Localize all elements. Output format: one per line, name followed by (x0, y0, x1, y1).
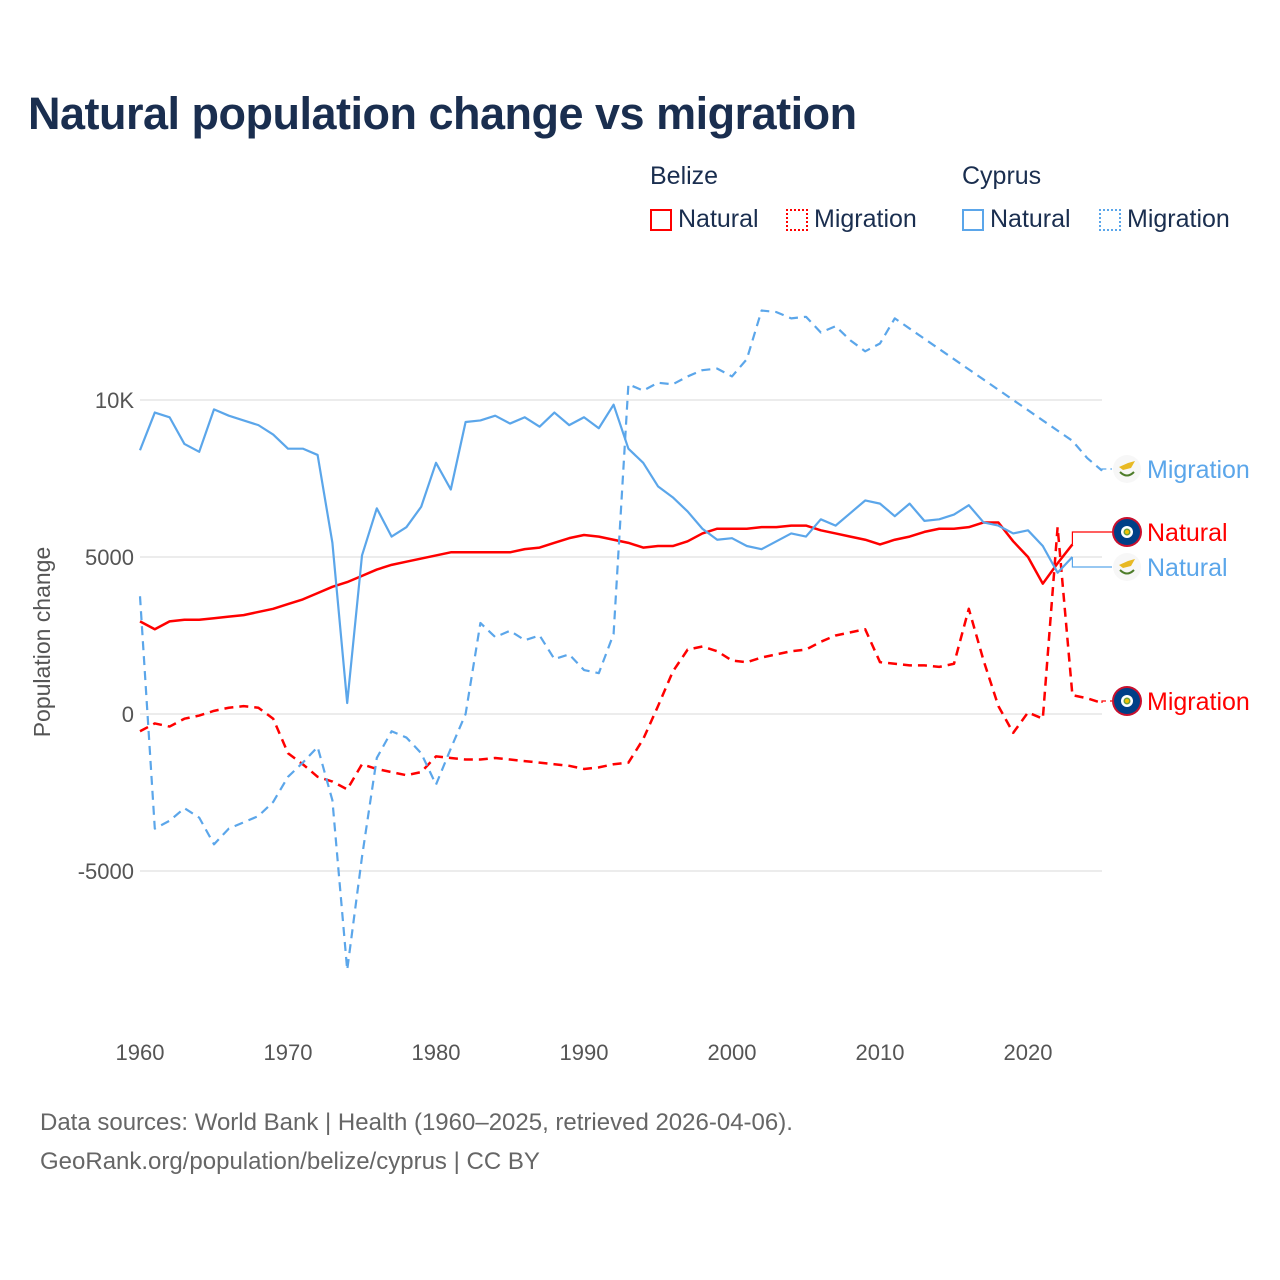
chart-title: Natural population change vs migration (28, 88, 857, 139)
legend-swatch-solid-blue (962, 208, 984, 231)
x-tick-label: 1960 (116, 1040, 165, 1065)
cyprus-flag-icon (1113, 455, 1141, 483)
y-axis-label: Population change (29, 547, 55, 738)
end-label: Natural (1147, 519, 1228, 547)
legend-cyprus-migration[interactable]: Migration (1099, 205, 1230, 234)
legend-swatch-dotted-red (786, 208, 808, 231)
x-tick-label: 2020 (1004, 1040, 1053, 1065)
y-tick-label: 0 (122, 702, 134, 727)
x-tick-label: 2010 (856, 1040, 905, 1065)
x-tick-label: 1980 (412, 1040, 461, 1065)
series-line-belize-migration[interactable] (139, 525, 1103, 791)
legend-cyprus-natural[interactable]: Natural (962, 205, 1071, 234)
end-label: Migration (1147, 456, 1250, 484)
series-line-cyprus-natural[interactable] (138, 403, 1074, 705)
legend-swatch-dotted-blue (1099, 208, 1121, 231)
legend-label: Migration (1127, 205, 1230, 233)
x-tick-label: 1970 (264, 1040, 313, 1065)
legend-belize-migration[interactable]: Migration (786, 205, 917, 234)
cyprus-flag-icon (1113, 553, 1141, 581)
series-line-cyprus-migration[interactable] (138, 309, 1103, 972)
gridlines (140, 399, 1102, 872)
x-tick-label: 2000 (708, 1040, 757, 1065)
series-lines (138, 309, 1103, 972)
y-tick-label: -5000 (78, 859, 134, 884)
footer-sources: Data sources: World Bank | Health (1960–… (40, 1109, 793, 1136)
y-tick-label: 10K (95, 388, 134, 413)
end-labels: Natural Migration Natural Migration (1071, 455, 1250, 716)
label-connector (1101, 468, 1112, 471)
legend-label: Natural (678, 205, 759, 233)
legend-label: Natural (990, 205, 1071, 233)
footer-attribution[interactable]: GeoRank.org/population/belize/cyprus | C… (40, 1148, 540, 1175)
legend-group-belize: Belize (650, 162, 719, 190)
y-tick-label: 5000 (85, 545, 134, 570)
x-tick-label: 1990 (560, 1040, 609, 1065)
series-line-belize-natural[interactable] (139, 521, 1074, 631)
x-axis-ticks: 1960 1970 1980 1990 2000 2010 2020 (116, 1040, 1053, 1065)
legend-label: Migration (814, 205, 917, 233)
belize-flag-icon (1112, 517, 1142, 547)
label-connector (1101, 700, 1112, 704)
y-axis-ticks: -5000 0 5000 10K (78, 388, 135, 884)
end-label: Migration (1147, 688, 1250, 716)
belize-flag-icon (1112, 686, 1142, 716)
legend-group-cyprus: Cyprus (962, 162, 1042, 190)
end-label: Natural (1147, 554, 1228, 582)
label-connector (1071, 531, 1112, 545)
label-connector (1071, 557, 1112, 568)
legend-swatch-solid-red (650, 208, 672, 231)
legend-belize-natural[interactable]: Natural (650, 205, 759, 234)
